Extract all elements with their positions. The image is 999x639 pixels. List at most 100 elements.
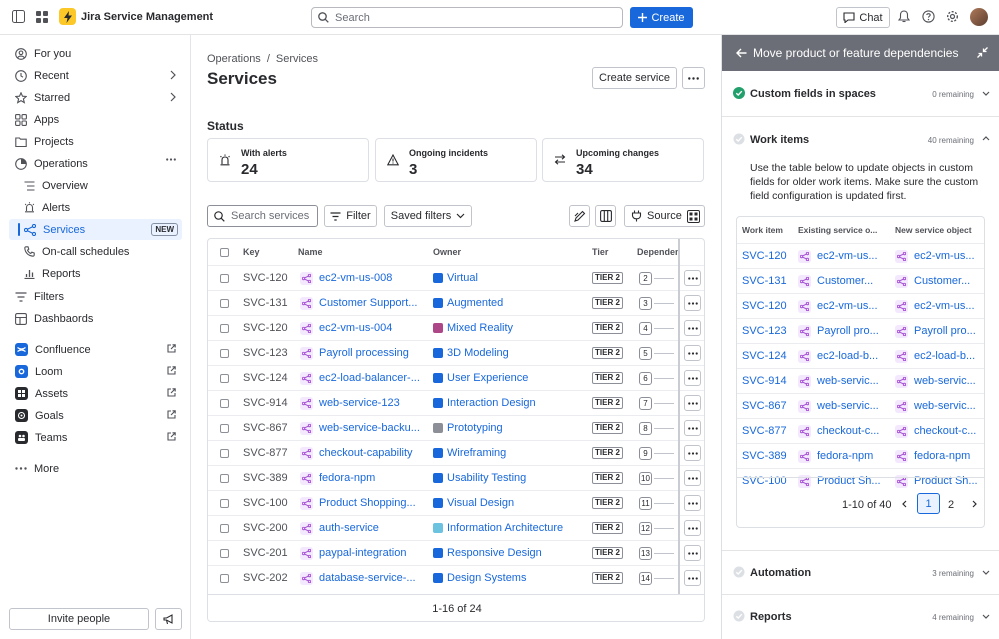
table-row[interactable]: SVC-201 paypal-integration Responsive Desi…	[208, 540, 704, 565]
sidebar-item-confluence[interactable]: Confluence	[9, 339, 182, 360]
checkbox[interactable]	[220, 247, 229, 257]
owner-link[interactable]: Usability Testing	[447, 472, 527, 484]
checkbox[interactable]	[220, 548, 229, 558]
existing-service-link[interactable]: web-servic...	[817, 375, 879, 387]
owner-link[interactable]: Virtual	[447, 272, 478, 284]
work-item-row[interactable]: SVC-120 ec2-vm-us... ec2-vm-us...	[737, 243, 984, 268]
table-row[interactable]: SVC-914 web-service-123 Interaction Design…	[208, 390, 704, 415]
dependency-count[interactable]: 10	[639, 471, 652, 485]
sidebar-item-alerts[interactable]: Alerts	[9, 197, 182, 218]
breadcrumb-services[interactable]: Services	[275, 53, 319, 65]
app-switcher-icon[interactable]	[36, 10, 48, 23]
row-actions-button[interactable]	[684, 395, 701, 411]
table-row[interactable]: SVC-202 database-service-... Design System…	[208, 565, 704, 590]
work-item-link[interactable]: SVC-120	[742, 300, 787, 312]
dependency-count[interactable]: 6	[639, 371, 652, 385]
owner-link[interactable]: Design Systems	[447, 572, 527, 584]
row-actions-button[interactable]	[684, 320, 701, 336]
feedback-button[interactable]	[155, 608, 182, 630]
chevron-up-icon[interactable]	[982, 136, 990, 141]
service-name-link[interactable]: web-service-123	[319, 397, 400, 409]
dependency-count[interactable]: 7	[639, 396, 652, 410]
work-item-link[interactable]: SVC-123	[742, 325, 787, 337]
search-services-input[interactable]: Search services	[207, 205, 318, 227]
source-button[interactable]: Source	[624, 205, 705, 227]
sidebar-item-recent[interactable]: Recent	[9, 65, 182, 86]
more-horizontal-icon[interactable]	[166, 158, 176, 161]
more-actions-button[interactable]	[682, 67, 705, 89]
new-service-link[interactable]: web-servic...	[914, 400, 976, 412]
section-automation[interactable]: Automation 3 remaining	[722, 551, 999, 595]
table-row[interactable]: SVC-877 checkout-capability Wireframing TIE…	[208, 440, 704, 465]
dependency-count[interactable]: 13	[639, 546, 652, 560]
owner-link[interactable]: Prototyping	[447, 422, 503, 434]
service-name-link[interactable]: database-service-...	[319, 572, 416, 584]
row-actions-button[interactable]	[684, 345, 701, 361]
table-row[interactable]: SVC-123 Payroll processing 3D Modeling TIER…	[208, 340, 704, 365]
owner-link[interactable]: User Experience	[447, 372, 529, 384]
work-item-row[interactable]: SVC-914 web-servic... web-servic...	[737, 368, 984, 393]
owner-link[interactable]: Visual Design	[447, 497, 515, 509]
checkbox[interactable]	[220, 573, 229, 583]
column-header-existing-service[interactable]: Existing service o...	[798, 225, 878, 235]
create-button[interactable]: Create	[630, 7, 693, 28]
service-name-link[interactable]: Product Shopping...	[319, 497, 416, 509]
column-header-new-service[interactable]: New service object	[895, 225, 972, 235]
service-name-link[interactable]: Customer Support...	[319, 297, 418, 309]
owner-link[interactable]: Mixed Reality	[447, 322, 514, 334]
existing-service-link[interactable]: ec2-vm-us...	[817, 300, 878, 312]
sidebar-item-more[interactable]: More	[9, 458, 182, 479]
row-actions-button[interactable]	[684, 420, 701, 436]
service-name-link[interactable]: web-service-backu...	[319, 422, 420, 434]
stat-card-upcoming-changes[interactable]: Upcoming changes 34	[542, 138, 704, 182]
work-item-row[interactable]: SVC-124 ec2-load-b... ec2-load-b...	[737, 343, 984, 368]
checkbox[interactable]	[220, 323, 229, 333]
column-header-tier[interactable]: Tier	[592, 247, 609, 257]
table-row[interactable]: SVC-131 Customer Support... Augmented TIER …	[208, 290, 704, 315]
column-header-dependencies[interactable]: Dependen	[637, 247, 681, 257]
stat-card-ongoing-incidents[interactable]: Ongoing incidents 3	[375, 138, 537, 182]
new-service-link[interactable]: ec2-load-b...	[914, 350, 976, 362]
owner-link[interactable]: 3D Modeling	[447, 347, 509, 359]
work-item-link[interactable]: SVC-914	[742, 375, 787, 387]
table-row[interactable]: SVC-867 web-service-backu... Prototyping TI…	[208, 415, 704, 440]
checkbox[interactable]	[220, 523, 229, 533]
global-search-input[interactable]: Search	[311, 7, 623, 28]
service-name-link[interactable]: ec2-load-balancer-...	[319, 372, 420, 384]
chevron-right-icon[interactable]	[972, 500, 977, 508]
new-service-link[interactable]: Customer...	[914, 275, 971, 287]
saved-filters-dropdown[interactable]: Saved filters	[384, 205, 472, 227]
table-row[interactable]: SVC-120 ec2-vm-us-008 Virtual TIER 2 2	[208, 265, 704, 290]
sidebar-item-operations[interactable]: Operations	[9, 153, 182, 174]
column-header-name[interactable]: Name	[298, 247, 323, 257]
column-header-owner[interactable]: Owner	[433, 247, 462, 257]
row-actions-button[interactable]	[684, 445, 701, 461]
app-logo[interactable]: Jira Service Management	[59, 8, 213, 25]
work-item-link[interactable]: SVC-100	[742, 475, 787, 487]
dependency-count[interactable]: 11	[639, 496, 652, 510]
sidebar-item-teams[interactable]: Teams	[9, 427, 182, 448]
dependency-count[interactable]: 2	[639, 271, 652, 285]
sidebar-item-dashboards[interactable]: Dashbaords	[9, 308, 182, 329]
new-service-link[interactable]: Payroll pro...	[914, 325, 976, 337]
help-icon[interactable]	[922, 10, 935, 23]
user-avatar[interactable]	[970, 8, 988, 26]
checkbox[interactable]	[220, 373, 229, 383]
sidebar-item-for-you[interactable]: For you	[9, 43, 182, 64]
existing-service-link[interactable]: ec2-load-b...	[817, 350, 879, 362]
row-actions-button[interactable]	[684, 270, 701, 286]
checkbox[interactable]	[220, 498, 229, 508]
page-1-button[interactable]: 1	[917, 493, 940, 514]
new-service-link[interactable]: ec2-vm-us...	[914, 300, 975, 312]
create-service-button[interactable]: Create service	[592, 67, 677, 89]
work-item-link[interactable]: SVC-867	[742, 400, 787, 412]
owner-link[interactable]: Information Architecture	[447, 522, 564, 534]
columns-button[interactable]	[595, 205, 616, 227]
sidebar-item-projects[interactable]: Projects	[9, 131, 182, 152]
owner-link[interactable]: Interaction Design	[447, 397, 536, 409]
checkbox[interactable]	[220, 473, 229, 483]
table-row[interactable]: SVC-200 auth-service Information Architect…	[208, 515, 704, 540]
work-item-row[interactable]: SVC-867 web-servic... web-servic...	[737, 393, 984, 418]
service-name-link[interactable]: checkout-capability	[319, 447, 413, 459]
select-all-checkbox[interactable]	[220, 239, 229, 265]
